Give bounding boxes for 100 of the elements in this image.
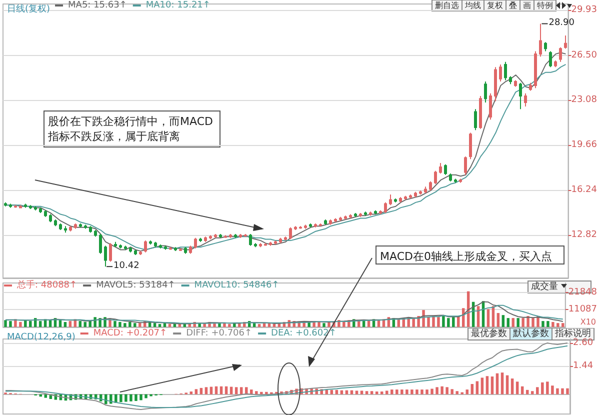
- bar: [204, 387, 208, 394]
- candlestick: [479, 95, 482, 130]
- bar: [64, 322, 67, 327]
- bar: [500, 372, 504, 394]
- bar: [476, 381, 479, 394]
- bar: [486, 376, 489, 394]
- bar: [124, 323, 126, 327]
- text: 最优参数: [471, 328, 507, 339]
- bar: [230, 386, 233, 394]
- candlestick: [79, 222, 82, 228]
- candlestick: [424, 186, 427, 194]
- bar: [138, 323, 142, 327]
- bar: [78, 321, 82, 327]
- bar: [9, 321, 12, 327]
- candlestick: [329, 219, 332, 226]
- candlestick: [39, 207, 42, 214]
- candlestick: [434, 170, 437, 185]
- candlestick: [314, 222, 317, 228]
- bar: [335, 390, 338, 394]
- candlestick: [469, 132, 472, 160]
- candlestick: [499, 64, 502, 82]
- candlestick: [239, 233, 242, 238]
- candlestick: [494, 66, 497, 102]
- bar: [526, 316, 530, 327]
- bar: [29, 321, 32, 327]
- bar: [430, 388, 434, 394]
- candlestick: [264, 242, 267, 246]
- candlestick: [449, 173, 452, 182]
- y-tick-label: 16.24: [571, 185, 598, 196]
- candlestick: [64, 226, 67, 234]
- bar: [510, 378, 514, 394]
- bar: [416, 390, 418, 394]
- bar: [400, 390, 404, 394]
- annotation: 删自选: [435, 1, 459, 10]
- candlestick: [489, 92, 492, 120]
- bar: [530, 391, 534, 394]
- candlestick: [134, 249, 137, 256]
- line-series: [4, 304, 564, 324]
- bar: [355, 390, 358, 394]
- candlestick: [439, 162, 442, 174]
- candlestick: [4, 202, 7, 207]
- candlestick: [349, 214, 352, 219]
- candlestick: [164, 245, 167, 250]
- bar: [140, 394, 142, 400]
- candlestick: [534, 50, 537, 89]
- candlestick: [459, 178, 462, 184]
- candlestick: [174, 246, 177, 252]
- candlestick: [464, 156, 467, 176]
- bar: [552, 322, 554, 327]
- legend-label: MA5: 15.63↑: [68, 0, 127, 10]
- bar: [120, 394, 122, 402]
- candlestick: [364, 211, 367, 216]
- y-tick-label: 1.44: [573, 360, 594, 371]
- bar: [456, 391, 458, 394]
- bar: [432, 316, 435, 327]
- text: 默认参数: [512, 328, 549, 339]
- candlestick: [114, 241, 117, 248]
- candlestick: [409, 194, 412, 199]
- candlestick: [304, 224, 307, 230]
- bar: [551, 386, 554, 394]
- bar: [220, 386, 223, 394]
- y-tick-label: 26.50: [571, 50, 598, 60]
- bar: [426, 390, 428, 394]
- bar: [516, 318, 520, 327]
- bar: [490, 376, 494, 394]
- legend-label: DIFF: +0.706↑: [186, 328, 252, 338]
- candlestick: [379, 210, 382, 215]
- bar: [546, 382, 549, 394]
- candlestick: [414, 191, 417, 198]
- candlestick: [354, 212, 357, 218]
- candlestick: [159, 244, 162, 249]
- candlestick: [169, 246, 172, 250]
- bar: [436, 387, 438, 394]
- bar: [190, 392, 193, 394]
- bar: [134, 394, 138, 401]
- annotation: 成交量: [531, 281, 558, 292]
- annotation: MACD在0轴线上形成金叉，买入点: [380, 250, 552, 263]
- bar: [194, 389, 198, 394]
- bar: [114, 321, 116, 327]
- candlestick: [84, 224, 87, 230]
- bar: [447, 318, 450, 327]
- candlestick: [139, 250, 142, 256]
- candlestick: [224, 234, 227, 238]
- candlestick: [344, 215, 347, 220]
- bar: [322, 323, 326, 327]
- candlestick: [209, 234, 212, 240]
- candlestick: [199, 237, 202, 242]
- bar: [365, 391, 368, 394]
- candlestick: [259, 242, 262, 248]
- candlestick: [419, 190, 422, 196]
- candlestick: [54, 219, 57, 227]
- bar: [406, 390, 408, 394]
- bar: [375, 392, 378, 394]
- bar: [144, 394, 148, 398]
- candlestick: [504, 61, 507, 81]
- bar: [134, 323, 136, 327]
- annotation: 28.90: [548, 18, 575, 28]
- bar: [506, 375, 509, 394]
- bar: [328, 322, 330, 327]
- candlestick: [109, 242, 112, 262]
